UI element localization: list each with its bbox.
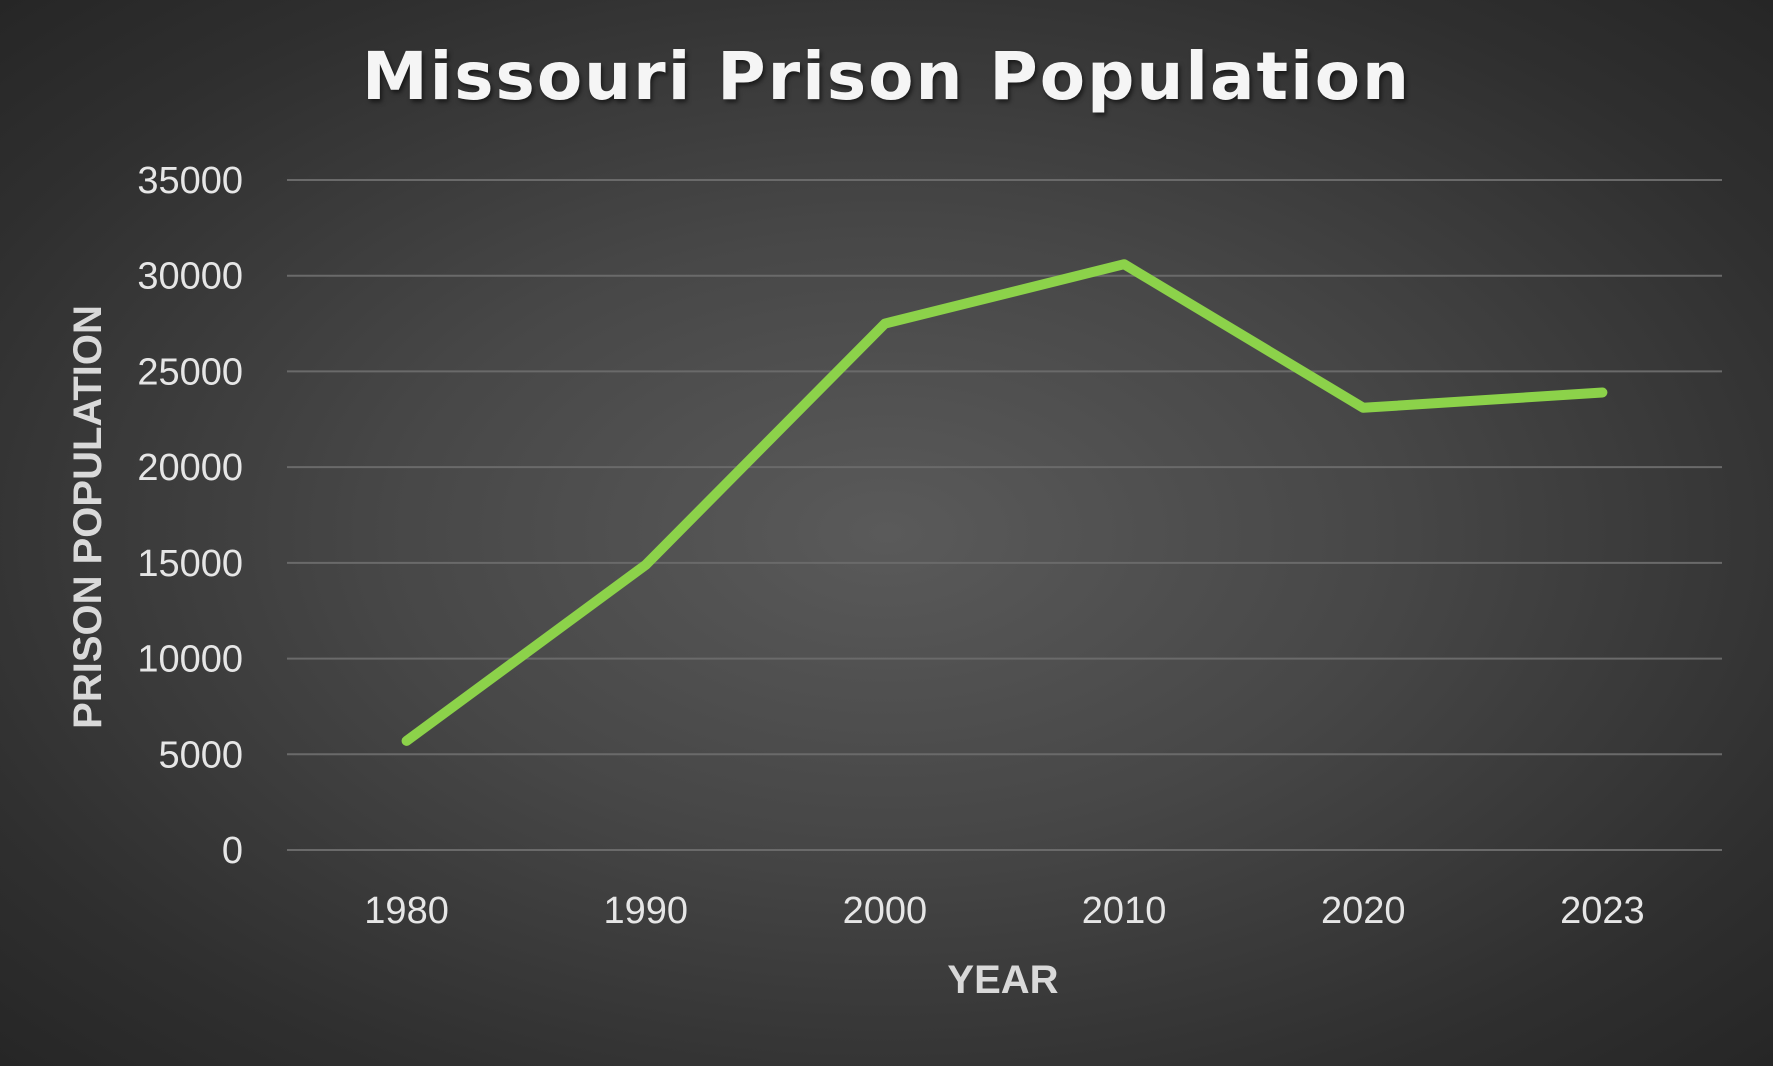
y-axis-label: PRISON POPULATION: [66, 305, 110, 729]
x-tick-label: 2010: [1082, 890, 1167, 932]
y-tick-label: 35000: [137, 160, 243, 202]
series-lines: [401, 259, 1608, 746]
y-tick-label: 10000: [137, 639, 243, 681]
x-axis-label: YEAR: [947, 958, 1058, 1002]
x-axis-ticks: 1980 1990 2000 2010 2020 2023: [364, 890, 1644, 932]
y-tick-label: 15000: [137, 543, 243, 585]
series-line: [401, 259, 1608, 746]
x-tick-label: 2023: [1560, 890, 1645, 932]
chart-title: Missouri Prison Population: [361, 38, 1412, 115]
x-tick-label: 2000: [843, 890, 928, 932]
x-tick-label: 2020: [1321, 890, 1406, 932]
y-tick-label: 5000: [158, 734, 243, 776]
y-tick-label: 25000: [137, 351, 243, 393]
y-tick-label: 20000: [137, 447, 243, 489]
x-tick-label: 1990: [603, 890, 688, 932]
gridlines: [287, 179, 1722, 851]
y-axis-ticks: 0 5000 10000 15000 20000 25000 30000 35000: [137, 160, 243, 872]
y-tick-label: 0: [222, 830, 243, 872]
x-tick-label: 1980: [364, 890, 449, 932]
y-tick-label: 30000: [137, 256, 243, 298]
